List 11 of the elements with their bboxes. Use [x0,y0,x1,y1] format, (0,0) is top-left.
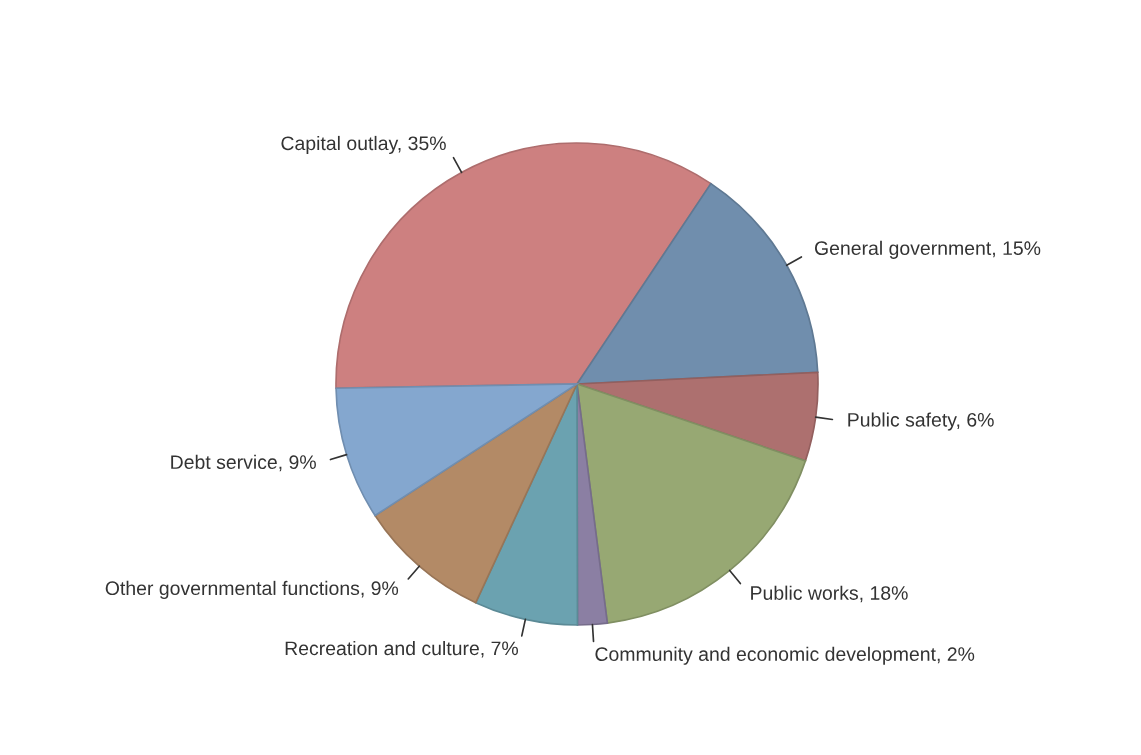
pie-slice [474,383,579,626]
slice-label: Other governmental functions, 9% [105,580,399,599]
slice-label: Community and economic development, 2% [595,646,975,665]
slice-label: Recreation and culture, 7% [285,640,518,658]
slice-label: Public works, 18% [751,585,908,603]
slice-label: Capital outlay, 35% [281,135,446,155]
slice-label: General government, 15% [814,240,1041,259]
slice-label: Debt service, 9% [171,454,316,472]
slice-label: Public safety, 6% [848,412,994,431]
pie-slice [576,371,819,462]
pie-slice [576,383,807,624]
